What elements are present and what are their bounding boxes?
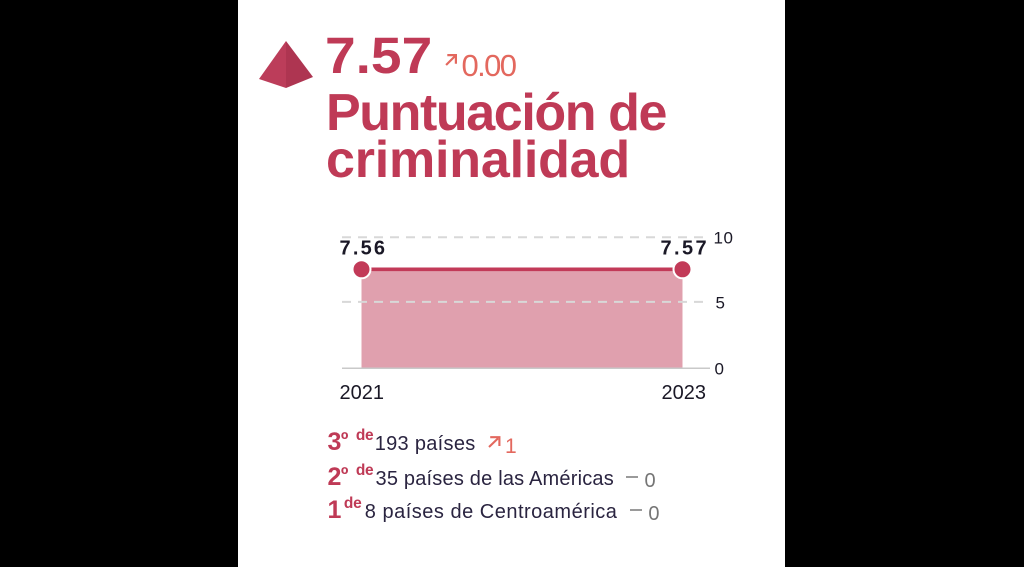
svg-text:2021: 2021 [340,382,385,404]
svg-text:7.57: 7.57 [660,237,709,259]
svg-text:5: 5 [716,293,725,312]
svg-text:2023: 2023 [662,382,707,404]
svg-text:10: 10 [714,228,734,247]
svg-text:0: 0 [715,360,724,379]
svg-text:7.56: 7.56 [340,237,388,259]
